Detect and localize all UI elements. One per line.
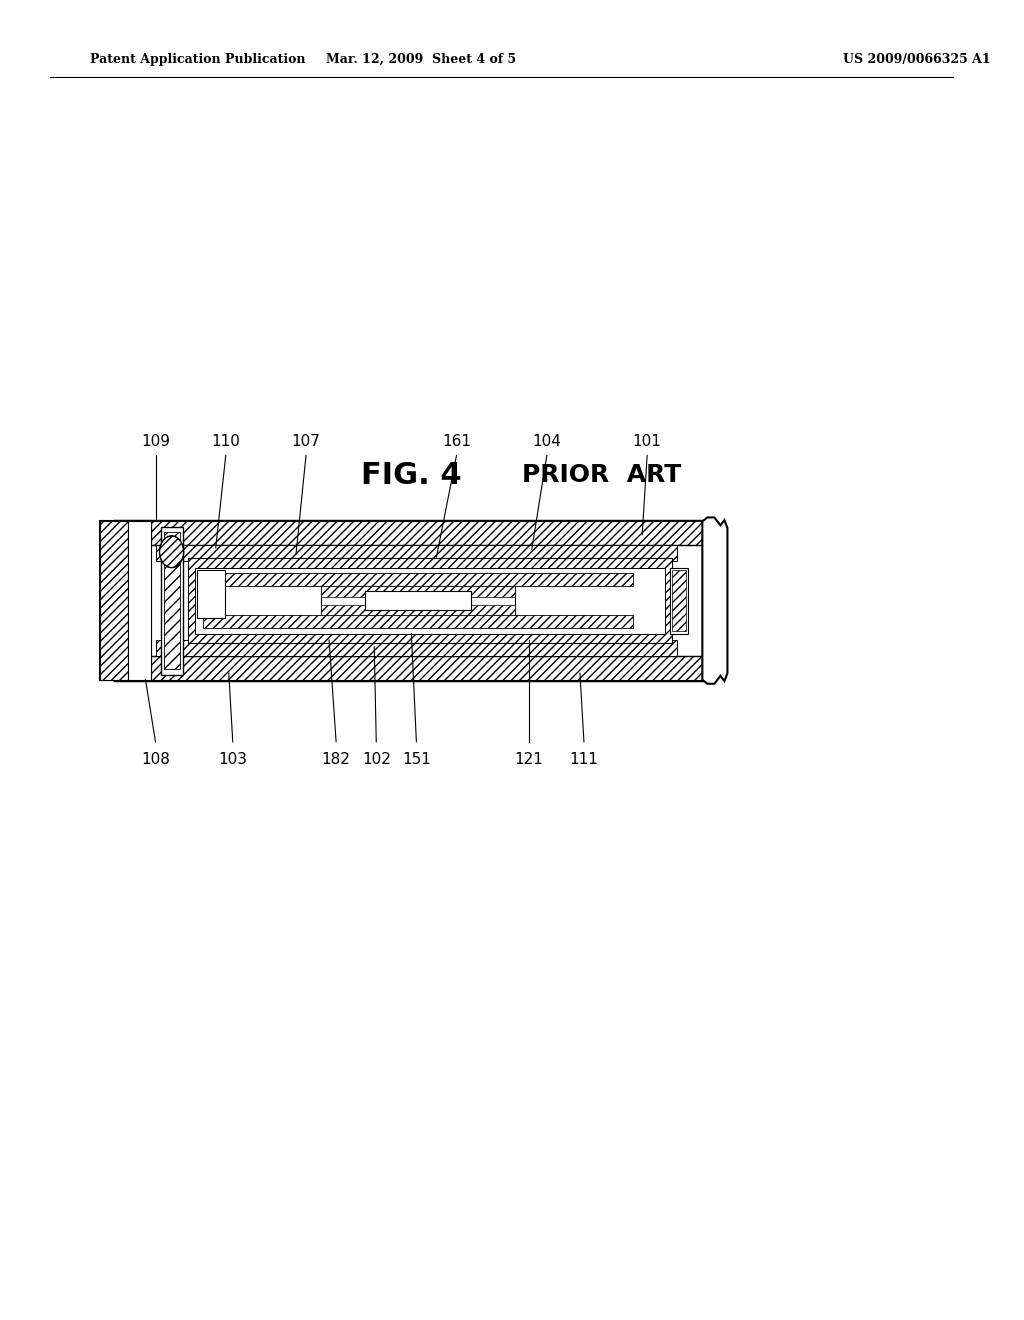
Text: Mar. 12, 2009  Sheet 4 of 5: Mar. 12, 2009 Sheet 4 of 5 — [327, 53, 516, 66]
Text: 108: 108 — [141, 752, 170, 767]
Circle shape — [160, 536, 183, 568]
Text: 110: 110 — [211, 434, 241, 449]
Bar — [128, 521, 151, 680]
Text: 104: 104 — [532, 434, 561, 449]
Bar — [203, 573, 633, 586]
Bar — [365, 591, 471, 610]
Text: 111: 111 — [569, 752, 598, 767]
Bar — [322, 605, 515, 615]
Text: US 2009/0066325 A1: US 2009/0066325 A1 — [843, 53, 990, 66]
Text: 107: 107 — [292, 434, 321, 449]
Text: 101: 101 — [633, 434, 662, 449]
Text: 151: 151 — [402, 752, 431, 767]
Bar — [164, 532, 179, 669]
Bar — [672, 570, 686, 631]
Bar — [187, 558, 672, 643]
Bar — [195, 568, 666, 634]
Bar — [322, 586, 515, 615]
Bar — [203, 615, 633, 628]
Text: 103: 103 — [218, 752, 247, 767]
Text: FIG. 4: FIG. 4 — [361, 461, 462, 490]
Text: 161: 161 — [442, 434, 471, 449]
Text: 182: 182 — [322, 752, 350, 767]
Bar — [322, 586, 515, 597]
Bar — [100, 521, 128, 680]
Bar — [161, 527, 182, 675]
Polygon shape — [702, 517, 727, 684]
Bar — [197, 570, 224, 618]
Text: 109: 109 — [141, 434, 170, 449]
Bar — [151, 521, 702, 545]
Text: 121: 121 — [514, 752, 543, 767]
Bar — [156, 640, 677, 656]
Text: PRIOR  ART: PRIOR ART — [522, 463, 681, 487]
Bar — [156, 545, 677, 561]
Bar — [151, 656, 702, 680]
Bar — [100, 521, 151, 680]
Text: 102: 102 — [361, 752, 391, 767]
Text: Patent Application Publication: Patent Application Publication — [90, 53, 306, 66]
Bar — [671, 568, 688, 634]
